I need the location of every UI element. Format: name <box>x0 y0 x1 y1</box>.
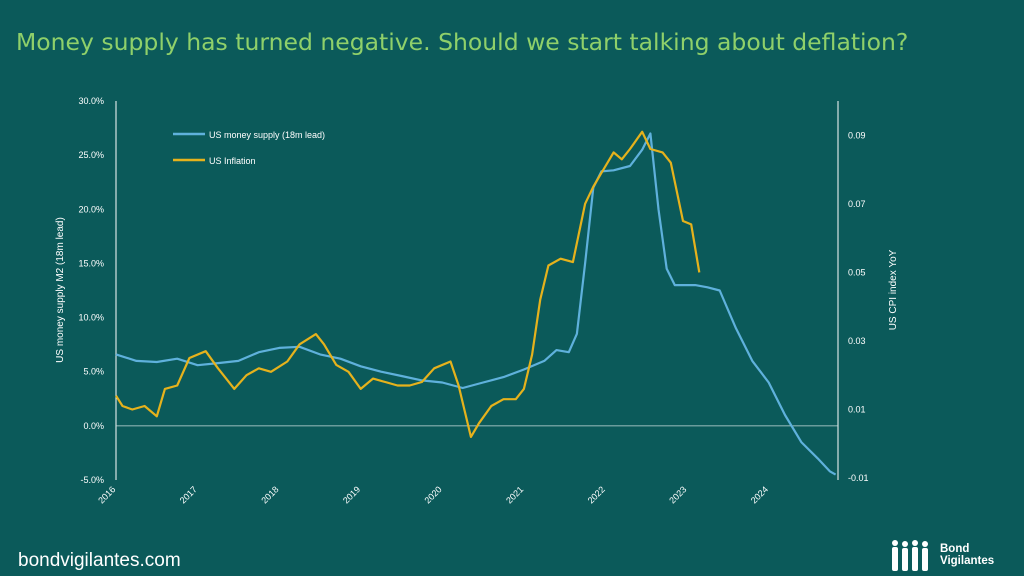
legend-label-money-supply: US money supply (18m lead) <box>209 130 325 140</box>
right-tick-label: 0.07 <box>848 199 866 209</box>
left-tick-label: 15.0% <box>78 258 104 268</box>
chart-title: Money supply has turned negative. Should… <box>16 28 909 56</box>
left-tick-label: 10.0% <box>78 313 104 323</box>
left-tick-label: 25.0% <box>78 150 104 160</box>
left-tick-label: 5.0% <box>83 367 104 377</box>
x-tick-label: 2019 <box>341 484 362 505</box>
legend: US money supply (18m lead) US Inflation <box>173 130 325 166</box>
legend-label-inflation: US Inflation <box>209 156 256 166</box>
left-tick-label: 0.0% <box>83 421 104 431</box>
left-tick-label: -5.0% <box>80 475 104 485</box>
left-tick-label: 30.0% <box>78 96 104 106</box>
x-tick-label: 2022 <box>586 484 607 505</box>
right-tick-label: 0.03 <box>848 336 866 346</box>
right-tick-label: -0.01 <box>848 473 869 483</box>
right-axis-label: US CPI index YoY <box>888 249 899 330</box>
x-tick-label: 2018 <box>259 484 280 505</box>
right-tick-label: 0.09 <box>848 130 866 140</box>
left-tick-label: 20.0% <box>78 204 104 214</box>
x-tick-label: 2020 <box>423 484 444 505</box>
x-tick-label: 2023 <box>667 484 688 505</box>
bond-vigilantes-logo: Bond Vigilantes <box>890 538 994 572</box>
footer-url[interactable]: bondvigilantes.com <box>18 550 181 571</box>
logo-line-2: Vigilantes <box>940 555 995 567</box>
left-axis-label: US money supply M2 (18m lead) <box>55 217 66 363</box>
logo-line-1: Bond <box>940 543 970 555</box>
x-tick-label: 2016 <box>96 484 117 505</box>
x-tick-label: 2024 <box>749 484 770 505</box>
right-tick-label: 0.05 <box>848 267 866 277</box>
series-line-inflation <box>115 130 701 438</box>
series-line-money-supply <box>115 132 837 476</box>
x-tick-label: 2017 <box>178 484 199 505</box>
right-tick-label: 0.01 <box>848 404 866 414</box>
x-tick-label: 2021 <box>504 484 525 505</box>
people-icon <box>892 540 928 571</box>
